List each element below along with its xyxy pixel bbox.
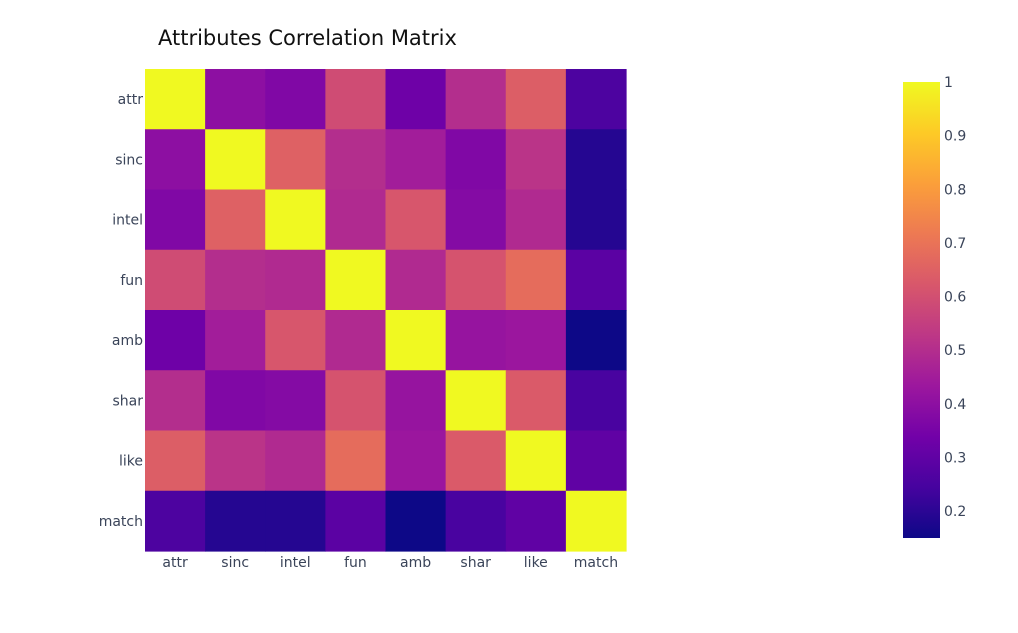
heatmap-cell-attr-attr[interactable]: [145, 69, 206, 130]
heatmap-cell-sinc-attr[interactable]: [145, 129, 206, 191]
heatmap-cell-shar-like[interactable]: [505, 370, 567, 432]
y-tick-label-amb: amb: [112, 333, 143, 349]
colorbar-gradient: [903, 82, 940, 538]
x-tick-label-sinc: sinc: [221, 555, 249, 571]
heatmap-cell-sinc-shar[interactable]: [445, 129, 507, 191]
heatmap-cell-like-amb[interactable]: [385, 430, 447, 492]
heatmap-cell-shar-match[interactable]: [565, 370, 627, 432]
x-tick-label-fun: fun: [344, 555, 367, 571]
heatmap-cell-fun-like[interactable]: [505, 249, 567, 311]
heatmap-cell-like-fun[interactable]: [325, 430, 387, 492]
heatmap-cell-amb-shar[interactable]: [445, 310, 507, 371]
colorbar-tick-label: 0.8: [944, 182, 966, 198]
heatmap-cell-like-attr[interactable]: [145, 430, 206, 492]
heatmap-cell-amb-match[interactable]: [565, 310, 627, 371]
heatmap-cell-shar-sinc[interactable]: [205, 370, 266, 432]
colorbar-tick-label: 1: [944, 75, 953, 91]
x-tick-label-attr: attr: [162, 555, 188, 571]
colorbar-tick-label: 0.4: [944, 397, 966, 413]
heatmap-cell-fun-intel[interactable]: [265, 249, 326, 311]
heatmap-cell-sinc-sinc[interactable]: [205, 129, 266, 191]
heatmap-cell-match-shar[interactable]: [445, 490, 507, 552]
heatmap-cell-match-like[interactable]: [505, 490, 567, 552]
heatmap-cell-intel-intel[interactable]: [265, 189, 326, 251]
y-tick-label-attr: attr: [118, 92, 144, 108]
heatmap-cell-attr-amb[interactable]: [385, 69, 447, 130]
heatmap-cell-shar-intel[interactable]: [265, 370, 326, 432]
x-tick-label-intel: intel: [280, 555, 311, 571]
heatmap-cell-amb-sinc[interactable]: [205, 310, 266, 371]
heatmap-cell-fun-sinc[interactable]: [205, 249, 266, 311]
heatmap-grid: [145, 69, 627, 552]
y-axis-ticks: attr sinc intel fun amb shar like match: [99, 92, 144, 530]
heatmap-cell-attr-intel[interactable]: [265, 69, 326, 130]
heatmap-cell-sinc-fun[interactable]: [325, 129, 387, 191]
heatmap-cell-match-attr[interactable]: [145, 490, 206, 552]
heatmap-cell-sinc-like[interactable]: [505, 129, 567, 191]
colorbar-tick-label: 0.3: [944, 451, 966, 467]
heatmap-cell-fun-attr[interactable]: [145, 249, 206, 311]
y-tick-label-match: match: [99, 514, 143, 530]
colorbar: 0.2 0.3 0.4 0.5 0.6 0.7 0.8 0.9 1: [903, 75, 966, 538]
x-tick-label-like: like: [524, 555, 548, 571]
heatmap-cell-attr-shar[interactable]: [445, 69, 507, 130]
heatmap-cell-like-shar[interactable]: [445, 430, 507, 492]
heatmap-cell-intel-shar[interactable]: [445, 189, 507, 251]
heatmap-cell-fun-fun[interactable]: [325, 249, 387, 311]
y-tick-label-intel: intel: [112, 213, 143, 229]
heatmap-cell-intel-sinc[interactable]: [205, 189, 266, 251]
heatmap-cell-attr-sinc[interactable]: [205, 69, 266, 130]
heatmap-cell-amb-intel[interactable]: [265, 310, 326, 371]
heatmap-cell-shar-shar[interactable]: [445, 370, 507, 432]
colorbar-tick-label: 0.9: [944, 129, 966, 145]
heatmap-cell-amb-attr[interactable]: [145, 310, 206, 371]
heatmap-cell-attr-like[interactable]: [505, 69, 567, 130]
heatmap-cell-intel-match[interactable]: [565, 189, 627, 251]
heatmap-cell-amb-amb[interactable]: [385, 310, 447, 371]
x-tick-label-shar: shar: [460, 555, 491, 571]
heatmap-cell-attr-fun[interactable]: [325, 69, 387, 130]
heatmap-cell-intel-attr[interactable]: [145, 189, 206, 251]
heatmap-cell-match-intel[interactable]: [265, 490, 326, 552]
x-axis-ticks: attr sinc intel fun amb shar like match: [162, 555, 618, 571]
heatmap-cell-like-intel[interactable]: [265, 430, 326, 492]
y-tick-label-fun: fun: [120, 273, 143, 289]
chart-title: Attributes Correlation Matrix: [158, 26, 457, 50]
heatmap-cell-fun-shar[interactable]: [445, 249, 507, 311]
heatmap-cell-amb-fun[interactable]: [325, 310, 387, 371]
heatmap-cell-match-fun[interactable]: [325, 490, 387, 552]
heatmap-cell-sinc-intel[interactable]: [265, 129, 326, 191]
colorbar-tick-label: 0.2: [944, 504, 966, 520]
heatmap-cell-fun-match[interactable]: [565, 249, 627, 311]
colorbar-tick-label: 0.5: [944, 343, 966, 359]
x-tick-label-amb: amb: [400, 555, 431, 571]
heatmap-cell-sinc-match[interactable]: [565, 129, 627, 191]
heatmap-cell-like-sinc[interactable]: [205, 430, 266, 492]
colorbar-tick-label: 0.7: [944, 236, 966, 252]
y-tick-label-sinc: sinc: [115, 152, 143, 168]
heatmap-cell-amb-like[interactable]: [505, 310, 567, 371]
y-tick-label-shar: shar: [112, 393, 143, 409]
heatmap-cell-match-amb[interactable]: [385, 490, 447, 552]
heatmap-cell-intel-amb[interactable]: [385, 189, 447, 251]
heatmap-cell-match-sinc[interactable]: [205, 490, 266, 552]
colorbar-ticks: 0.2 0.3 0.4 0.5 0.6 0.7 0.8 0.9 1: [944, 75, 966, 520]
heatmap-cell-shar-fun[interactable]: [325, 370, 387, 432]
heatmap-cell-like-like[interactable]: [505, 430, 567, 492]
heatmap-cell-like-match[interactable]: [565, 430, 627, 492]
heatmap-cell-sinc-amb[interactable]: [385, 129, 447, 191]
heatmap-cell-attr-match[interactable]: [565, 69, 627, 130]
heatmap-cell-shar-attr[interactable]: [145, 370, 206, 432]
heatmap-cell-shar-amb[interactable]: [385, 370, 447, 432]
heatmap-cell-intel-fun[interactable]: [325, 189, 387, 251]
heatmap-cell-match-match[interactable]: [565, 490, 627, 552]
colorbar-tick-label: 0.6: [944, 290, 966, 306]
heatmap-cell-intel-like[interactable]: [505, 189, 567, 251]
y-tick-label-like: like: [119, 454, 143, 470]
x-tick-label-match: match: [574, 555, 618, 571]
heatmap-cell-fun-amb[interactable]: [385, 249, 447, 311]
